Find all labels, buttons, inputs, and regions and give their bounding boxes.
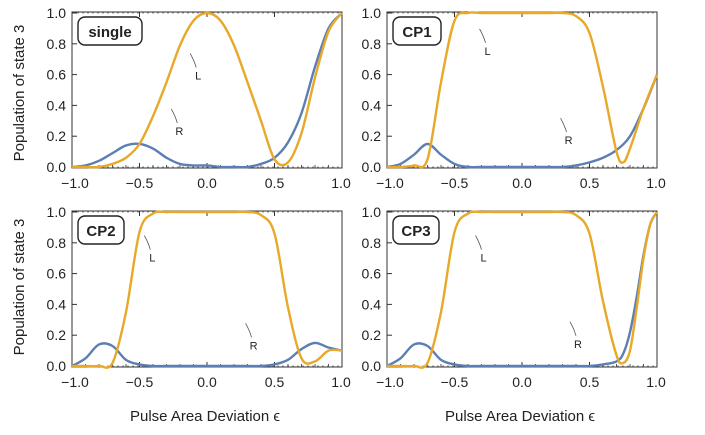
- annotation-label-l: L: [484, 46, 490, 58]
- x-tick-label: −1.0: [61, 175, 89, 191]
- y-tick-label: 0.0: [47, 358, 67, 374]
- annotation-leader: [479, 28, 486, 43]
- x-tick-label: 0.0: [197, 374, 217, 390]
- panel-tag-box: [392, 16, 442, 46]
- annotation-label-r: R: [565, 135, 573, 147]
- annotation-leader: [245, 323, 252, 338]
- y-tick-label: 1.0: [362, 204, 382, 220]
- series-line-l: [72, 210, 343, 369]
- series-line-l: [386, 11, 659, 169]
- x-tick-label: 0.0: [197, 175, 217, 191]
- y-tick-label: 1.0: [362, 5, 382, 21]
- annotation-leader: [560, 118, 567, 133]
- x-tick-label: −0.5: [126, 175, 154, 191]
- panel-tag-box: [77, 16, 143, 46]
- annotation-leader: [143, 235, 151, 250]
- x-tick-label: −0.5: [441, 175, 469, 191]
- annotation-label-l: L: [195, 71, 201, 83]
- y-axis-label-bottom: Population of state 3: [11, 219, 28, 356]
- y-tick-label: 0.0: [362, 159, 382, 175]
- y-tick-label: 0.2: [47, 128, 67, 144]
- x-tick-label: −0.5: [126, 374, 154, 390]
- x-axis-label-right: Pulse Area Deviation ϵ: [445, 408, 595, 425]
- annotation-label-r: R: [574, 339, 582, 351]
- annotation-leader: [569, 321, 577, 336]
- y-axis-label-top: Population of state 3: [11, 25, 28, 162]
- x-tick-label: −1.0: [376, 374, 404, 390]
- y-tick-label: 0.4: [362, 97, 382, 113]
- panel-single: −1.0 −0.5 0.0 0.5 1.0 0.0 0.2 0.4 0.6 0.8 1.0 L Rsin…: [47, 5, 351, 191]
- x-tick-label: −0.5: [441, 374, 469, 390]
- x-tick-label: 0.5: [265, 374, 285, 390]
- x-tick-label: 1.0: [331, 175, 351, 191]
- y-tick-label: 0.8: [47, 235, 67, 251]
- x-tick-label: 0.5: [580, 374, 600, 390]
- y-tick-label: 0.8: [47, 36, 67, 52]
- series-line-l: [387, 210, 659, 369]
- panel-cp3: −1.0 −0.5 0.0 0.5 1.0 0.0 0.2 0.4 0.6 0.8 1.0 L R CP3: [362, 204, 666, 390]
- y-tick-label: 0.4: [362, 296, 382, 312]
- panel-cp1: −1.0 −0.5 0.0 0.5 1.0 0.0 0.2 0.4 0.6 0.8 1.0 L R CP1: [362, 5, 666, 191]
- y-tick-label: 0.0: [47, 159, 67, 175]
- x-tick-label: 0.5: [580, 175, 600, 191]
- panel-cp2: −1.0 −0.5 0.0 0.5 1.0 0.0 0.2 0.4 0.6 0.8 1.0 L R CP2: [47, 204, 351, 390]
- y-tick-label: 0.4: [47, 296, 67, 312]
- panel-tag-label: single: [88, 24, 131, 41]
- series-line-r: [386, 211, 659, 368]
- y-tick-label: 1.0: [47, 5, 67, 21]
- annotation-leader: [170, 108, 178, 124]
- y-tick-label: 0.8: [362, 36, 382, 52]
- annotation-label-l: L: [480, 253, 486, 265]
- y-tick-label: 0.8: [362, 235, 382, 251]
- y-tick-label: 0.6: [362, 266, 382, 282]
- series-line-l: [72, 11, 343, 169]
- annotation-leader: [189, 53, 197, 68]
- y-tick-label: 0.2: [362, 128, 382, 144]
- annotation-label-l: L: [149, 253, 155, 265]
- y-tick-label: 0.2: [362, 327, 382, 343]
- x-tick-label: 0.0: [512, 374, 532, 390]
- panel-tag-box: [77, 215, 125, 245]
- y-tick-label: 0.6: [47, 67, 67, 83]
- panel-tag-label: CP1: [402, 24, 431, 41]
- x-tick-label: 0.5: [265, 175, 285, 191]
- x-tick-label: −1.0: [61, 374, 89, 390]
- y-tick-label: 0.2: [47, 327, 67, 343]
- x-tick-label: 1.0: [646, 374, 666, 390]
- y-tick-label: 0.6: [47, 266, 67, 282]
- series-line-r: [71, 12, 343, 169]
- annotation-label-r: R: [175, 126, 183, 138]
- y-tick-label: 0.6: [362, 67, 382, 83]
- y-tick-label: 0.0: [362, 358, 382, 374]
- x-tick-label: 1.0: [646, 175, 666, 191]
- panel-tag-label: CP2: [86, 223, 115, 240]
- y-tick-label: 0.4: [47, 97, 67, 113]
- x-axis-label-left: Pulse Area Deviation ϵ: [130, 408, 280, 425]
- x-tick-label: 0.0: [512, 175, 532, 191]
- x-tick-label: −1.0: [376, 175, 404, 191]
- x-tick-label: 1.0: [331, 374, 351, 390]
- panel-tag-label: CP3: [401, 223, 430, 240]
- annotation-leader: [475, 235, 482, 250]
- panel-tag-box: [392, 215, 440, 245]
- annotation-label-r: R: [250, 340, 258, 352]
- y-tick-label: 1.0: [47, 204, 67, 220]
